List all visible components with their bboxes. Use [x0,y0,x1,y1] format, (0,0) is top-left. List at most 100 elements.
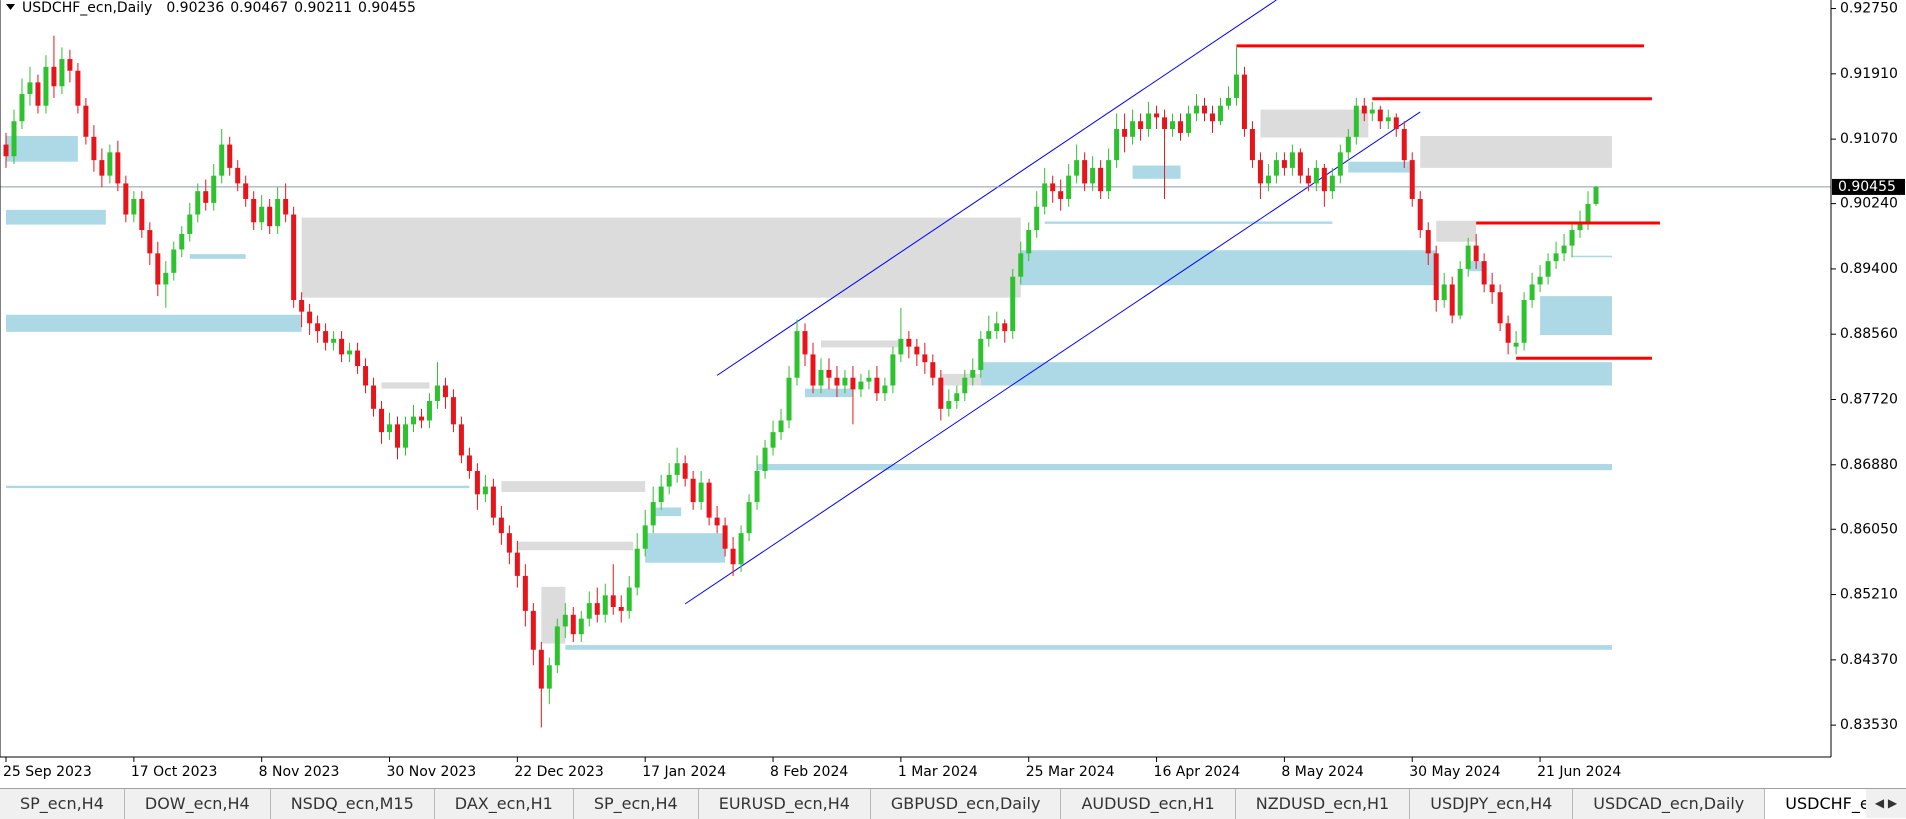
candle-body [1042,183,1048,207]
x-tick-label: 21 Jun 2024 [1537,764,1621,780]
candle-body [682,463,688,479]
price-zone [805,388,853,398]
candle-body [602,595,608,615]
tab[interactable]: SP_ecn,H4 [0,789,125,819]
candle-body [395,424,401,448]
tab[interactable]: USDJPY_ecn,H4 [1410,789,1574,819]
price-zone [1436,220,1477,242]
candle-body [1321,167,1327,192]
candle-body [1537,276,1543,285]
y-tick-label: 0.89400 [1840,261,1898,277]
tab[interactable]: GBPUSD_ecn,Daily [871,789,1062,819]
candle-body [530,610,536,650]
candle-body [307,311,313,324]
candle-body [1058,191,1064,199]
candle-body [1497,292,1503,324]
candle-body [690,478,696,503]
plot-area [0,0,1831,728]
candle-body [1034,206,1040,231]
x-tick-label: 25 Sep 2023 [3,764,92,780]
candle-body [83,105,89,137]
candle-body [67,59,73,71]
tab[interactable]: NZDUSD_ecn,H1 [1236,789,1411,819]
candle-body [1138,121,1144,130]
candle-body [235,167,241,184]
tab[interactable]: AUDUSD_ecn,H1 [1061,789,1236,819]
candle-body [179,233,185,250]
price-zone [940,373,981,386]
candle-body [410,416,416,425]
current-price-label: 0.90455 [1838,179,1896,195]
candle-body [722,525,728,549]
candle-body [1082,160,1088,184]
candle-body [1186,113,1192,133]
candle-body [418,416,424,421]
y-tick-label: 0.88560 [1840,326,1898,342]
candle-body [1481,261,1487,285]
candle-body [27,82,33,95]
x-tick-label: 8 Nov 2023 [259,764,340,780]
candle-body [115,152,121,184]
tab-scroll-arrows[interactable]: ◀ ▶ [1866,789,1906,818]
candle-body [187,214,193,234]
candle-body [1281,160,1287,168]
candle-body [3,144,9,157]
candle-body [211,175,217,203]
x-tick-label: 16 Apr 2024 [1154,764,1241,780]
y-tick-label: 0.90240 [1840,196,1898,212]
candle-body [1569,230,1575,246]
candle-body [1297,152,1303,176]
candle-body [131,198,137,215]
candle-body [1505,323,1511,343]
x-tick-label: 22 Dec 2023 [514,764,603,780]
candle-body [1130,121,1136,137]
tab[interactable]: DOW_ecn,H4 [125,789,271,819]
candle-body [1577,222,1583,231]
price-zone [757,463,1612,471]
price-zone [1044,221,1333,224]
candle-body [1345,136,1351,153]
candle-body [818,369,824,386]
candle-body [938,377,944,409]
tab[interactable]: SP_ecn,H4 [574,789,699,819]
candle-body [1217,105,1223,122]
candle-body [1209,113,1215,122]
price-zone [1540,296,1612,335]
candle-body [642,525,648,549]
candle-body [1361,105,1367,114]
candle-body [299,300,305,312]
candle-body [826,369,832,378]
price-zone [517,541,634,551]
candle-body [474,470,480,495]
tab[interactable]: EURUSD_ecn,H4 [699,789,871,819]
candle-body [1106,160,1112,192]
candle-body [778,420,784,433]
candle-body [1465,245,1471,269]
candle-body [882,385,888,394]
tab[interactable]: DAX_ecn,H1 [435,789,574,819]
ohlc-low: 0.90211 [294,0,352,16]
candle-body [522,575,528,611]
x-tick-label: 8 Feb 2024 [770,764,848,780]
ohlc-close: 0.90455 [358,0,416,16]
candle-body [1233,74,1239,98]
price-zone [6,314,302,332]
candle-body [962,377,968,394]
candle-body [842,377,848,386]
candle-body [858,381,864,390]
price-zone [6,485,470,489]
candle-body [970,369,976,378]
candle-body [1146,113,1152,130]
candle-body [1202,105,1207,114]
y-tick-label: 0.91910 [1840,66,1898,82]
candle-body [994,323,1000,332]
candle-body [626,587,632,611]
candle-body [1114,129,1120,161]
candle-body [562,614,568,627]
x-tick-label: 25 Mar 2024 [1026,764,1115,780]
tab[interactable]: USDCAD_ecn,Daily [1573,789,1766,819]
candle-body [1122,129,1128,137]
candle-body [267,206,273,227]
candle-body [1521,300,1527,343]
tab[interactable]: NSDQ_ecn,M15 [271,789,435,819]
